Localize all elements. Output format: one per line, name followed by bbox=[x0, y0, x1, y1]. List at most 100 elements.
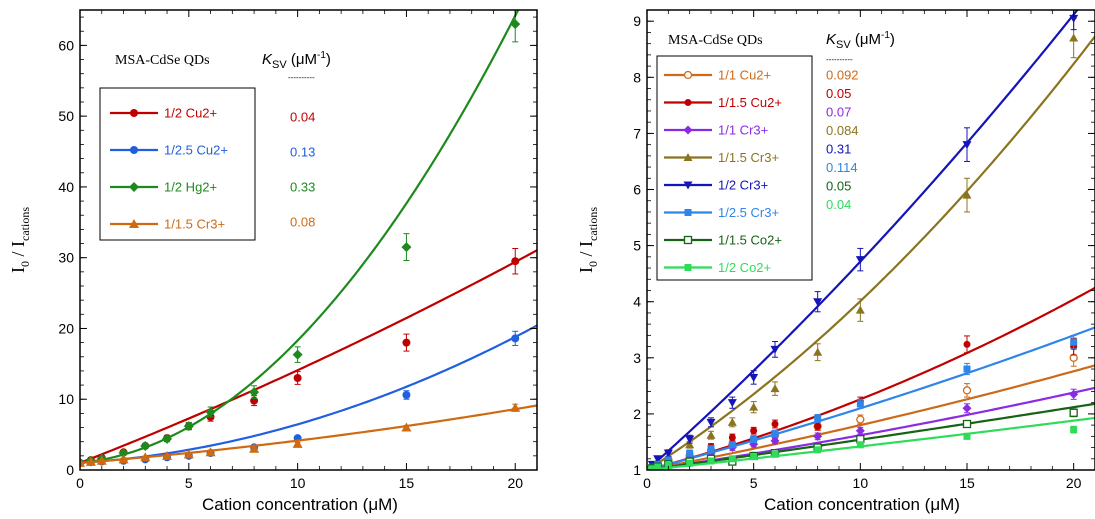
data-point bbox=[749, 373, 759, 382]
left-y-tick-labels: 0 10 20 30 40 50 60 bbox=[58, 37, 74, 478]
x-tick-label: 20 bbox=[1066, 475, 1082, 491]
x-tick-label: 5 bbox=[750, 475, 758, 491]
data-point bbox=[813, 298, 823, 307]
data-point bbox=[249, 443, 260, 453]
legend-marker bbox=[683, 125, 693, 135]
legend-marker bbox=[684, 99, 692, 106]
data-point bbox=[770, 436, 780, 446]
data-point bbox=[728, 441, 736, 449]
right-chart: 0 5 10 15 20 1 2 3 4 5 6 7 8 9 Cation concentration … bbox=[576, 9, 1095, 514]
data-point bbox=[205, 447, 216, 457]
data-point bbox=[1069, 408, 1078, 417]
data-point bbox=[706, 418, 716, 427]
data-point bbox=[749, 402, 759, 411]
legend-marker bbox=[684, 264, 692, 271]
legend-marker bbox=[129, 182, 139, 192]
data-point bbox=[855, 426, 865, 436]
legend-marker bbox=[129, 219, 139, 228]
data-point bbox=[771, 450, 779, 458]
data-point bbox=[1069, 389, 1079, 399]
data-point bbox=[183, 421, 194, 432]
data-point bbox=[401, 422, 412, 432]
data-point bbox=[750, 453, 758, 461]
data-point bbox=[118, 454, 129, 464]
data-point bbox=[706, 430, 716, 439]
data-point bbox=[750, 427, 758, 435]
legend-marker bbox=[683, 235, 693, 245]
data-point bbox=[183, 449, 194, 459]
data-point bbox=[685, 440, 695, 449]
left-ksv-header: KSV (μM-1) bbox=[262, 50, 331, 71]
right-x-axis-label: Cation concentration (μM) bbox=[764, 495, 960, 514]
ksv-value: 0.31 bbox=[826, 142, 851, 157]
x-tick-label: 0 bbox=[643, 475, 651, 491]
data-point bbox=[771, 430, 779, 438]
ksv-value: 0.08 bbox=[290, 215, 315, 230]
right-y-tick-labels: 1 2 3 4 5 6 7 8 9 bbox=[633, 13, 641, 478]
legend-marker bbox=[130, 109, 138, 117]
y-tick-label: 8 bbox=[633, 69, 641, 85]
right-ksv-values: 0.092 0.05 0.07 0.084 0.31 0.114 0.05 0.04 bbox=[826, 68, 859, 213]
legend-label: 1/2 Cr3+ bbox=[718, 178, 768, 193]
ksv-value: 0.33 bbox=[290, 180, 315, 195]
y-tick-label: 10 bbox=[58, 391, 74, 407]
legend-label: 1/1 Cr3+ bbox=[718, 123, 768, 138]
data-point bbox=[401, 242, 412, 253]
data-point bbox=[707, 445, 715, 453]
data-point bbox=[249, 387, 260, 398]
right-ksv-dashes: ---------- bbox=[826, 55, 853, 64]
right-legend: 1/1 Cu2+ 1/1.5 Cu2+ 1/1 Cr3+ 1/1.5 Cr3+ 1/2 … bbox=[664, 68, 782, 275]
legend-marker bbox=[683, 153, 693, 161]
legend-label: 1/2.5 Cr3+ bbox=[718, 205, 779, 220]
left-y-axis-label: I0 / Ications bbox=[8, 207, 32, 273]
x-tick-label: 10 bbox=[290, 475, 306, 491]
x-tick-label: 15 bbox=[959, 475, 975, 491]
legend-label: 1/1.5 Cr3+ bbox=[718, 150, 779, 165]
fit-curve bbox=[647, 364, 1095, 470]
legend-label: 1/2 Co2+ bbox=[718, 260, 771, 275]
x-tick-label: 15 bbox=[399, 475, 415, 491]
legend-label: 1/2.5 Cu2+ bbox=[164, 143, 228, 158]
data-point bbox=[814, 414, 822, 422]
legend-label: 1/2 Cu2+ bbox=[164, 106, 217, 121]
data-point bbox=[814, 446, 822, 454]
legend-label: 1/1.5 Cr3+ bbox=[164, 217, 225, 232]
data-point bbox=[813, 431, 823, 441]
y-tick-label: 5 bbox=[633, 238, 641, 254]
data-point bbox=[511, 334, 520, 343]
y-tick-label: 4 bbox=[633, 294, 641, 310]
data-point bbox=[856, 441, 864, 449]
data-point bbox=[686, 449, 694, 457]
ksv-value: 0.07 bbox=[826, 105, 851, 120]
legend-label: 1/1.5 Co2+ bbox=[718, 233, 782, 248]
y-tick-label: 40 bbox=[58, 179, 74, 195]
left-plot-frame bbox=[79, 9, 538, 471]
data-point bbox=[963, 365, 971, 373]
left-ksv-values: 0.04 0.13 0.33 0.08 bbox=[290, 110, 315, 230]
data-point bbox=[770, 345, 780, 354]
data-point bbox=[1070, 338, 1078, 346]
data-point bbox=[1069, 33, 1079, 42]
data-point bbox=[727, 417, 737, 426]
data-point bbox=[685, 435, 695, 444]
data-point bbox=[140, 452, 151, 462]
ksv-value: 0.04 bbox=[826, 197, 851, 212]
data-point bbox=[771, 420, 779, 428]
data-point bbox=[402, 390, 411, 399]
data-point bbox=[292, 438, 303, 448]
x-tick-label: 20 bbox=[507, 475, 523, 491]
y-tick-label: 3 bbox=[633, 350, 641, 366]
data-point bbox=[654, 463, 662, 470]
data-point bbox=[728, 455, 736, 463]
data-point bbox=[962, 403, 972, 413]
data-point bbox=[664, 456, 672, 464]
ksv-value: 0.114 bbox=[826, 160, 858, 175]
y-tick-label: 60 bbox=[58, 37, 74, 53]
y-tick-label: 20 bbox=[58, 320, 74, 336]
data-point bbox=[727, 399, 737, 408]
data-point bbox=[663, 449, 673, 458]
right-x-tick-labels: 0 5 10 15 20 bbox=[643, 475, 1082, 491]
fit-curve bbox=[647, 35, 1095, 470]
data-point bbox=[140, 440, 151, 451]
